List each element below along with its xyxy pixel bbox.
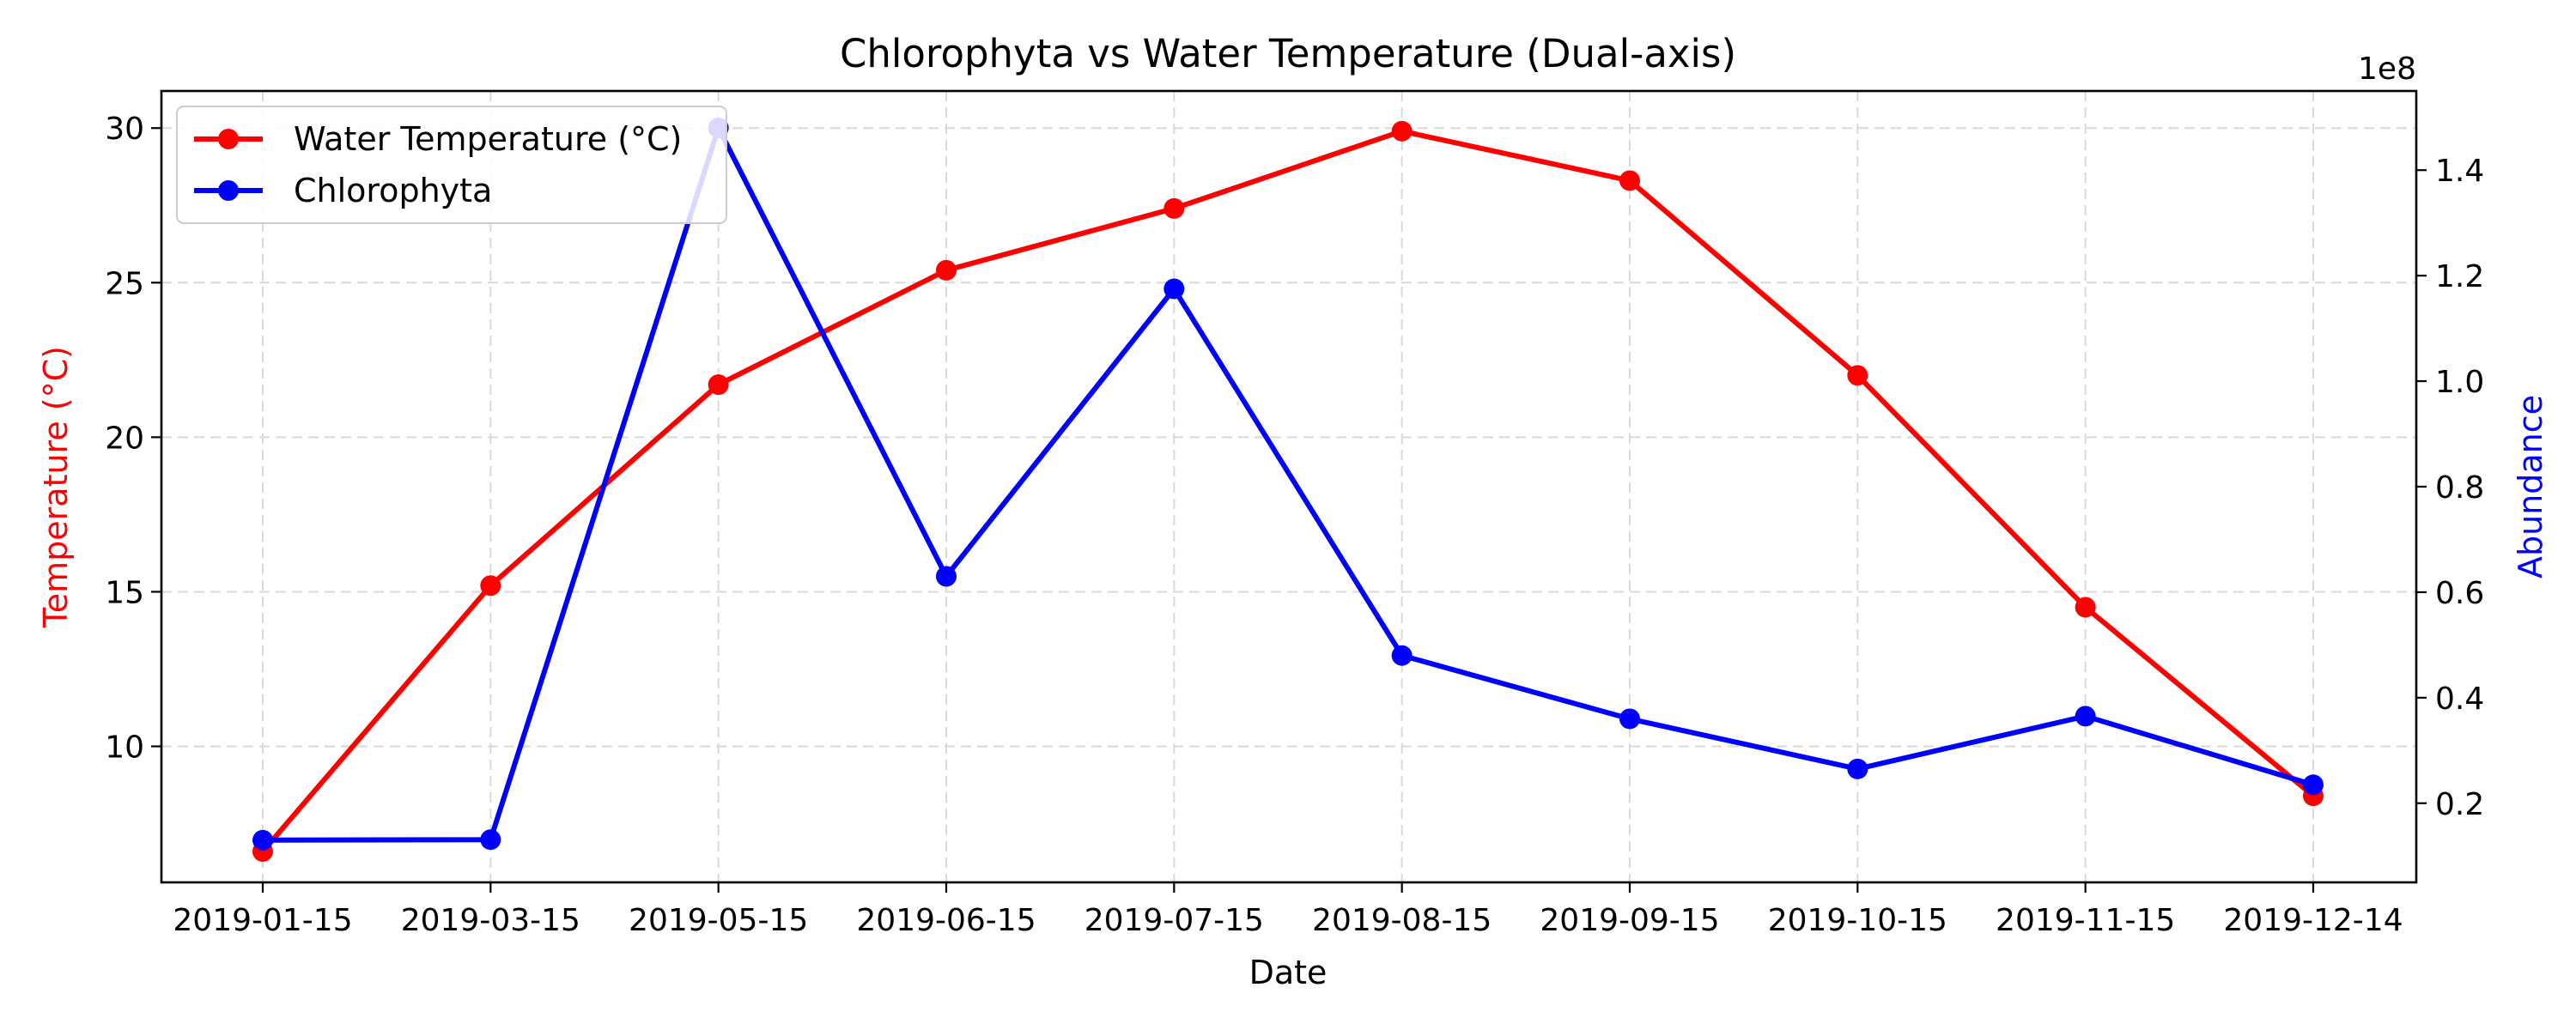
chart-title: Chlorophyta vs Water Temperature (Dual-a… [840,31,1736,76]
data-point [2303,774,2324,796]
x-tick-label: 2019-06-15 [856,903,1036,938]
x-tick-label: 2019-11-15 [1996,903,2175,938]
y-right-tick-label: 1.0 [2435,365,2484,400]
y-left-tick-label: 25 [105,266,144,301]
legend: Water Temperature (°C) Chlorophyta [176,106,727,224]
legend-label: Water Temperature (°C) [294,120,682,158]
data-point [1847,365,1868,386]
y-right-tick-label: 1.2 [2435,259,2484,294]
series-layer [252,118,2324,862]
y-right-tick-label: 0.6 [2435,576,2484,611]
data-point [936,259,957,281]
data-point [936,566,957,587]
y-axis-right-label: Abundance [2512,395,2549,579]
y-left-tick-label: 10 [105,730,144,766]
x-axis-label: Date [1249,954,1327,991]
y-right-tick-label: 0.8 [2435,470,2484,506]
y-right-tick-label: 0.4 [2435,682,2484,717]
legend-marker [218,129,239,149]
y-right-tick-label: 1.4 [2435,154,2484,189]
data-point [252,829,273,851]
data-point [1619,170,1640,191]
data-point [480,829,501,851]
series-line [260,128,2315,853]
data-point [708,374,729,396]
x-tick-label: 2019-12-14 [2223,903,2403,938]
data-point [1847,758,1868,779]
legend-label: Chlorophyta [294,172,492,209]
x-tick-label: 2019-01-15 [173,903,352,938]
series-chlorophyta [252,118,2324,851]
x-tick-label: 2019-03-15 [401,903,580,938]
y-right-tick-label: 0.2 [2435,787,2484,822]
x-tick-label: 2019-07-15 [1084,903,1264,938]
data-point [1391,645,1413,666]
x-tick-label: 2019-08-15 [1312,903,1492,938]
data-point [1163,278,1185,300]
x-axis: 2019-01-15 2019-03-15 2019-05-15 2019-06-15… [173,882,2403,938]
y-left-tick-label: 30 [105,112,144,147]
right-axis-multiplier: 1e8 [2358,52,2416,87]
data-point [1391,120,1413,142]
y-left-tick-label: 15 [105,575,144,610]
data-point [1163,197,1185,219]
data-point [2075,706,2096,727]
x-tick-label: 2019-09-15 [1540,903,1719,938]
legend-box [176,106,727,224]
y-axis-right: 0.2 0.4 0.6 0.8 1.0 1.2 1.4 [2416,154,2484,822]
grid-lines [161,91,2416,882]
legend-marker [218,180,239,201]
y-axis-left-label: Temperature (°C) [37,346,75,628]
data-point [480,575,501,597]
x-tick-label: 2019-10-15 [1768,903,1947,938]
data-point [2075,597,2096,618]
data-point [1619,708,1640,730]
y-left-tick-label: 20 [105,421,144,456]
series-water-temperature [252,120,2324,862]
series-line [262,125,2314,843]
y-axis-left: 10 15 20 25 30 [105,112,161,766]
x-tick-label: 2019-05-15 [629,903,808,938]
